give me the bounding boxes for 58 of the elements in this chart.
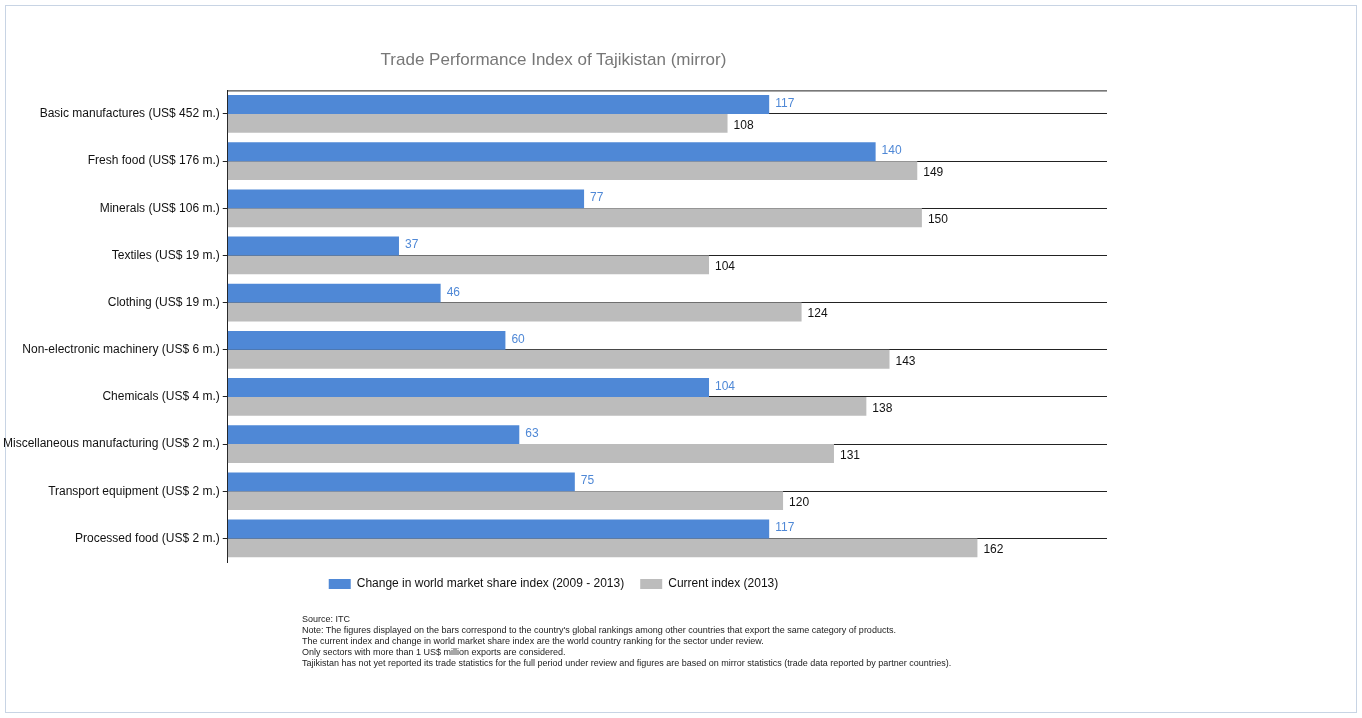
data-label: 60 xyxy=(511,331,526,346)
y-tick-label: Basic manufactures (US$ 452 m.) xyxy=(39,106,220,121)
data-label: 124 xyxy=(807,306,828,321)
y-tick-label: Chemicals (US$ 4 m.) xyxy=(102,389,220,404)
bar xyxy=(227,95,770,114)
y-tick-label: Textiles (US$ 19 m.) xyxy=(111,247,220,262)
y-tick-label: Fresh food (US$ 176 m.) xyxy=(87,153,220,168)
source-note: Source: ITC xyxy=(302,614,351,625)
bar xyxy=(227,444,834,463)
legend-label: Current index (2013) xyxy=(668,576,779,591)
data-label: 150 xyxy=(927,212,949,227)
bar xyxy=(227,330,506,350)
bar xyxy=(227,208,922,228)
data-label: 104 xyxy=(715,378,736,393)
bar xyxy=(227,425,520,445)
bar xyxy=(227,142,876,162)
bar xyxy=(227,472,575,492)
bar xyxy=(227,189,585,209)
text: Note: The figures displayed on the bars correspond to the country's global rankings among other countries that export the same category of products. xyxy=(302,625,897,636)
y-tick-label: Minerals (US$ 106 m.) xyxy=(99,200,220,215)
bar xyxy=(227,396,867,416)
bar xyxy=(227,538,978,558)
text: Tajikistan has not yet reported its trade statistics for the full period under review and figures are based on mirror statistics (trade data reported by partner countries). xyxy=(302,658,952,669)
bar xyxy=(227,349,890,369)
text: Only sectors with more than 1 US$ million exports are considered. xyxy=(302,647,567,658)
data-label: 131 xyxy=(839,447,861,462)
data-label: 117 xyxy=(775,95,795,110)
data-label: 140 xyxy=(881,143,902,158)
bar xyxy=(227,236,399,256)
bar xyxy=(227,113,728,133)
y-tick-label: Processed food (US$ 2 m.) xyxy=(75,530,220,545)
data-label: 63 xyxy=(525,425,539,440)
data-label: 120 xyxy=(789,495,810,509)
data-label: 149 xyxy=(923,164,944,179)
bar xyxy=(227,255,710,275)
data-label: 143 xyxy=(895,353,916,368)
data-label: 117 xyxy=(775,520,795,535)
y-tick-label: Clothing (US$ 19 m.) xyxy=(107,294,220,309)
y-tick-label: Non-electronic machinery (US$ 6 m.) xyxy=(22,342,220,357)
data-label: 104 xyxy=(715,259,736,274)
data-label: 75 xyxy=(580,473,595,488)
data-label: 77 xyxy=(590,190,604,205)
legend-label: Change in world market share index (2009 - 2013) xyxy=(356,576,625,591)
bar xyxy=(227,283,441,303)
data-label: 46 xyxy=(446,284,461,299)
y-tick-label: Miscellaneous manufacturing (US$ 2 m.) xyxy=(2,436,220,451)
data-label: 138 xyxy=(872,400,893,415)
text: The current index and change in world market share index are the world country ranking for the sector under review. xyxy=(302,636,765,647)
y-tick-label: Transport equipment (US$ 2 m.) xyxy=(48,483,220,498)
bar xyxy=(227,491,784,511)
chart-title: Trade Performance Index of Tajikistan (mirror) xyxy=(380,49,727,69)
data-label: 162 xyxy=(983,542,1004,557)
bar xyxy=(227,302,802,322)
data-label: 108 xyxy=(733,117,754,132)
bar xyxy=(227,161,918,180)
data-label: 37 xyxy=(404,237,419,252)
bar xyxy=(227,378,710,397)
bar xyxy=(227,519,770,539)
